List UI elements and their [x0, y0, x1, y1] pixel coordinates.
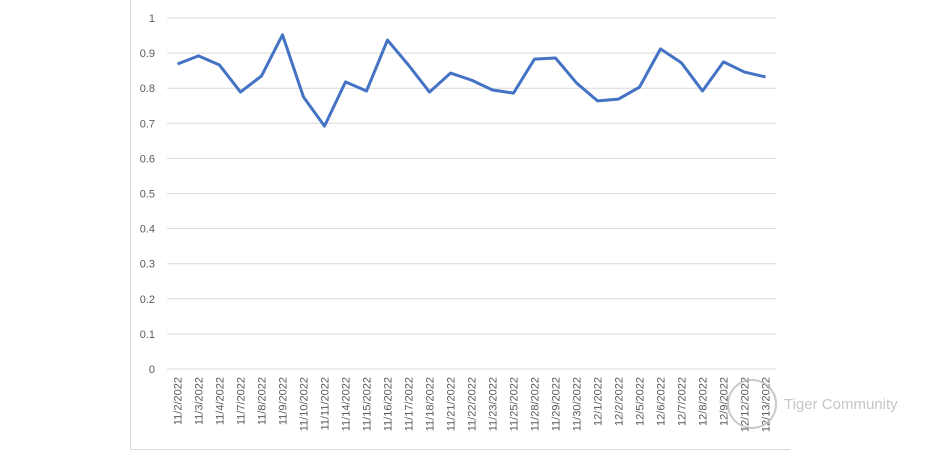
x-tick-label: 11/16/2022	[383, 377, 395, 431]
x-tick-label: 11/7/2022	[236, 377, 248, 425]
x-tick-label: 12/8/2022	[698, 377, 710, 426]
x-tick-label: 11/2/2022	[173, 377, 185, 425]
x-tick-label: 11/30/2022	[572, 377, 584, 431]
watermark: Tiger Community	[727, 379, 898, 429]
y-tick-label: 0.6	[140, 153, 155, 165]
x-tick-label: 11/23/2022	[488, 377, 500, 431]
x-tick-label: 11/28/2022	[530, 377, 542, 431]
x-tick-label: 11/14/2022	[341, 377, 353, 431]
y-tick-label: 0.4	[140, 224, 155, 236]
x-tick-label: 12/7/2022	[677, 377, 689, 426]
y-tick-label: 0.7	[140, 118, 155, 130]
x-tick-label: 11/3/2022	[194, 377, 206, 425]
x-tick-label: 12/1/2022	[593, 377, 605, 426]
y-tick-label: 0.5	[140, 189, 155, 201]
x-tick-label: 11/18/2022	[425, 377, 437, 431]
y-tick-label: 0.8	[140, 83, 155, 95]
x-tick-label: 11/21/2022	[446, 377, 458, 431]
x-tick-label: 11/15/2022	[362, 377, 374, 431]
x-tick-label: 12/5/2022	[635, 377, 647, 426]
y-tick-label: 0.1	[140, 329, 155, 341]
x-tick-label: 12/13/2022	[761, 377, 773, 432]
x-tick-label: 12/9/2022	[719, 377, 731, 426]
x-tick-label: 11/25/2022	[509, 377, 521, 431]
x-tick-label: 11/8/2022	[257, 377, 269, 425]
x-tick-label: 12/6/2022	[656, 377, 668, 426]
x-tick-label: 11/4/2022	[215, 377, 227, 425]
x-tick-label: 11/17/2022	[404, 377, 416, 431]
y-tick-label: 0	[149, 364, 155, 376]
watermark-text: Tiger Community	[784, 396, 898, 413]
x-tick-label: 11/22/2022	[467, 377, 479, 431]
x-tick-label: 12/12/2022	[740, 377, 752, 432]
y-tick-label: 1	[149, 13, 155, 25]
x-tick-label: 11/29/2022	[551, 377, 563, 431]
y-tick-label: 0.9	[140, 48, 155, 60]
y-tick-label: 0.3	[140, 259, 155, 271]
x-tick-label: 11/9/2022	[278, 377, 290, 425]
x-tick-label: 12/2/2022	[614, 377, 626, 426]
x-tick-label: 11/10/2022	[299, 377, 311, 431]
x-tick-label: 11/11/2022	[320, 377, 332, 430]
watermark-logo	[727, 379, 777, 429]
data-line	[176, 33, 766, 128]
y-tick-label: 0.2	[140, 294, 155, 306]
